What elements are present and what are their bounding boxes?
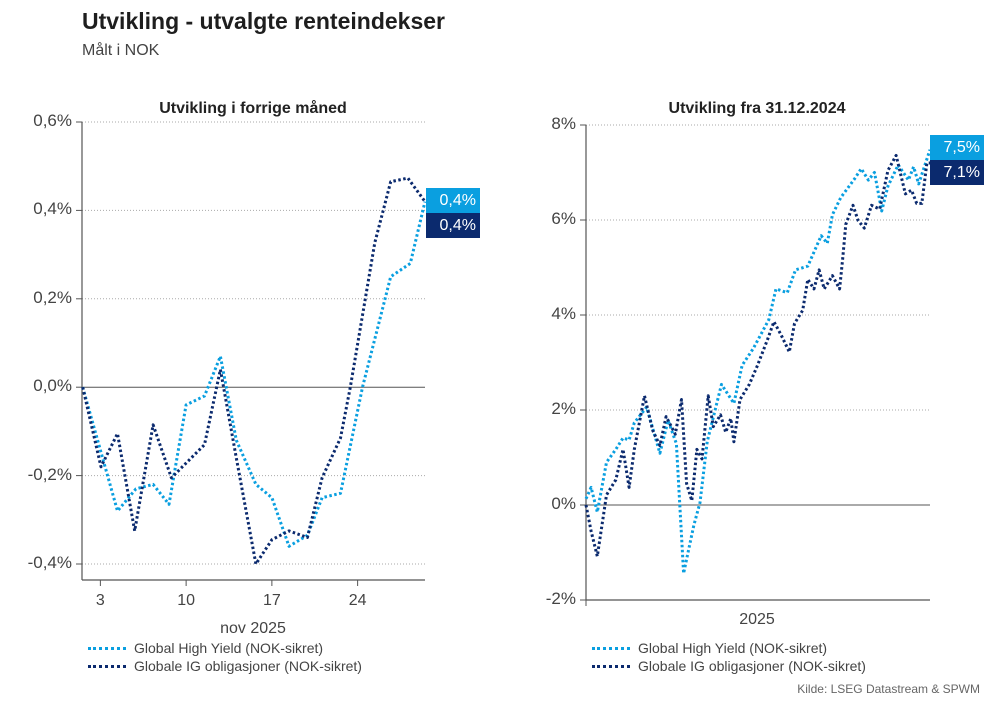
left-y-tick-label: -0,2% bbox=[27, 464, 72, 484]
left-y-tick-label: 0,0% bbox=[33, 376, 72, 396]
right-series-high-yield-line bbox=[584, 149, 932, 575]
left-x-axis-label: nov 2025 bbox=[220, 620, 286, 637]
left-legend-high-yield: Global High Yield (NOK-sikret) bbox=[88, 640, 323, 656]
right-y-tick-label: 6% bbox=[551, 209, 576, 228]
left-series-ig-line bbox=[81, 176, 427, 566]
source-note: Kilde: LSEG Datastream & SPWM bbox=[797, 682, 980, 696]
right-chart-title: Utvikling fra 31.12.2024 bbox=[668, 100, 846, 117]
left-chart-title: Utvikling i forrige måned bbox=[159, 100, 347, 117]
legend-label: Globale IG obligasjoner (NOK-sikret) bbox=[134, 658, 362, 674]
left-x-tick-label: 17 bbox=[262, 592, 281, 609]
right-y-tick-label: 0% bbox=[551, 494, 576, 513]
legend-swatch bbox=[592, 664, 630, 668]
page-title: Utvikling - utvalgte renteindekser bbox=[82, 8, 445, 34]
left-end-label-high-yield: 0,4% bbox=[426, 188, 480, 213]
left-y-tick-label: 0,4% bbox=[33, 199, 72, 219]
right-y-tick-label: 2% bbox=[551, 399, 576, 418]
legend-label: Globale IG obligasjoner (NOK-sikret) bbox=[638, 658, 866, 674]
legend-label: Global High Yield (NOK-sikret) bbox=[134, 640, 324, 656]
left-end-label-ig: 0,4% bbox=[426, 213, 480, 238]
right-y-tick-label: -2% bbox=[545, 589, 576, 608]
legend-swatch bbox=[88, 664, 126, 668]
right-series-ig-line bbox=[584, 153, 930, 558]
left-x-tick-label: 24 bbox=[348, 592, 367, 609]
right-end-label-high-yield: 7,5% bbox=[930, 135, 984, 160]
legend-label: Global High Yield (NOK-sikret) bbox=[638, 640, 828, 656]
page-subtitle: Målt i NOK bbox=[82, 42, 160, 59]
right-legend-ig: Globale IG obligasjoner (NOK-sikret) bbox=[592, 658, 866, 674]
left-x-tick-label: 3 bbox=[95, 592, 105, 609]
legend-swatch bbox=[592, 646, 630, 650]
right-legend-high-yield: Global High Yield (NOK-sikret) bbox=[592, 640, 827, 656]
left-y-tick-label: -0,4% bbox=[27, 553, 72, 572]
right-x-axis-label: 2025 bbox=[739, 611, 775, 628]
left-legend-ig: Globale IG obligasjoner (NOK-sikret) bbox=[88, 658, 362, 674]
left-y-tick-label: 0,2% bbox=[33, 287, 72, 307]
legend-swatch bbox=[88, 646, 126, 650]
left-y-tick-label: 0,6% bbox=[33, 111, 72, 130]
left-x-tick-label: 10 bbox=[177, 592, 196, 609]
left-series-high-yield-line bbox=[81, 201, 427, 548]
right-end-label-ig: 7,1% bbox=[930, 160, 984, 185]
right-y-tick-label: 8% bbox=[551, 114, 576, 133]
right-y-tick-label: 4% bbox=[551, 304, 576, 323]
